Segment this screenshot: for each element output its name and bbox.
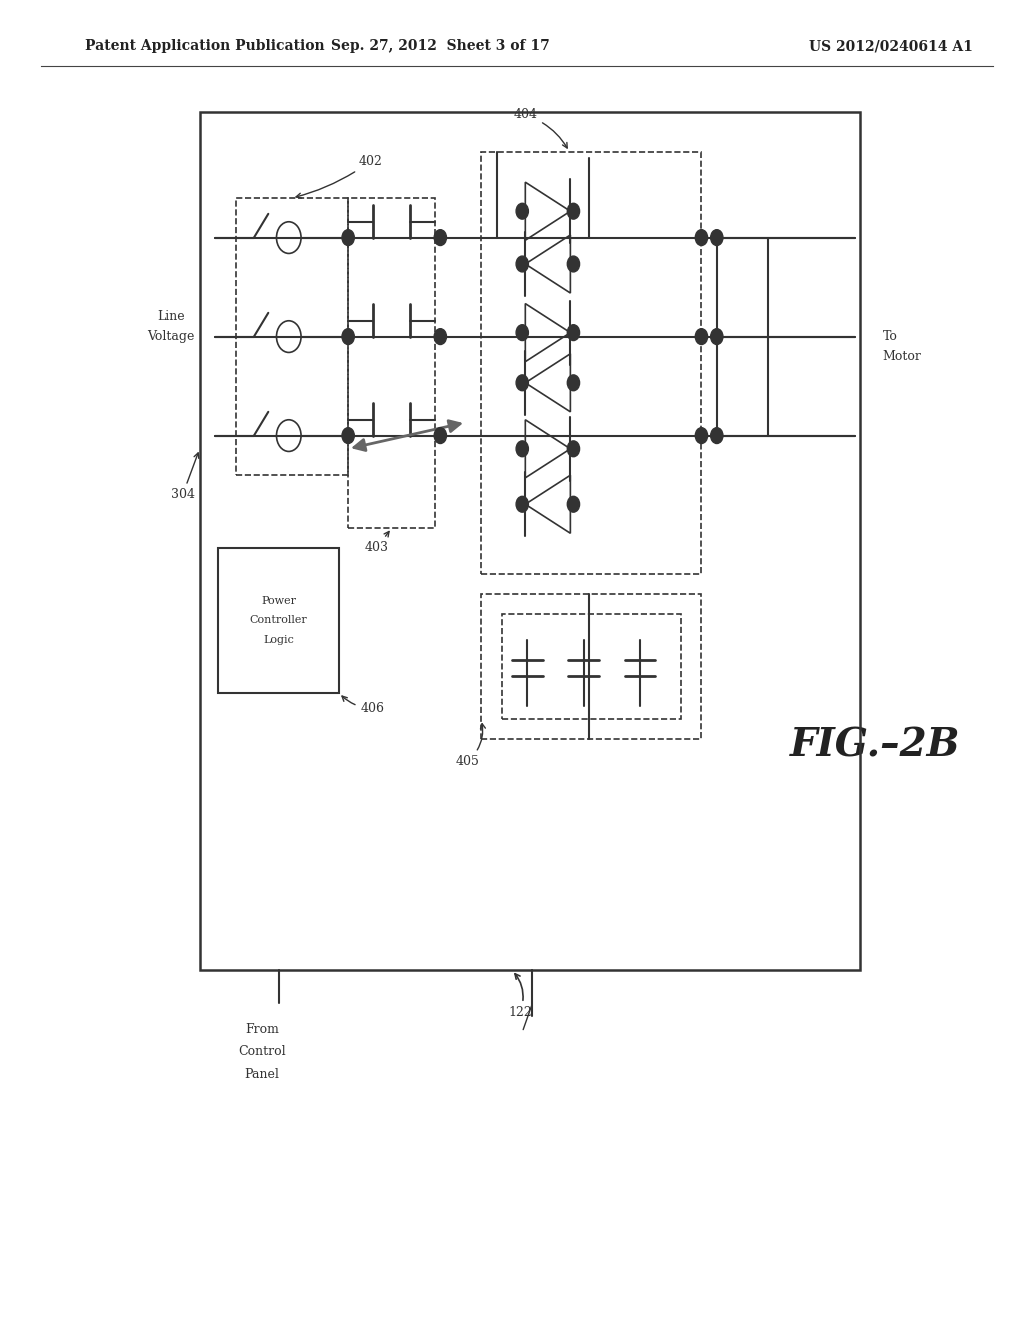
Text: Sep. 27, 2012  Sheet 3 of 17: Sep. 27, 2012 Sheet 3 of 17 bbox=[331, 40, 550, 53]
Circle shape bbox=[516, 375, 528, 391]
Text: Power: Power bbox=[261, 595, 296, 606]
Circle shape bbox=[711, 428, 723, 444]
Circle shape bbox=[434, 230, 446, 246]
Text: To: To bbox=[883, 330, 898, 343]
Text: 402: 402 bbox=[296, 154, 383, 198]
Text: Voltage: Voltage bbox=[147, 330, 195, 343]
Circle shape bbox=[342, 428, 354, 444]
Text: 406: 406 bbox=[342, 696, 384, 715]
Circle shape bbox=[695, 329, 708, 345]
Text: 122: 122 bbox=[508, 974, 532, 1019]
Circle shape bbox=[567, 496, 580, 512]
Text: FIG.–2B: FIG.–2B bbox=[791, 727, 961, 764]
Circle shape bbox=[567, 325, 580, 341]
Text: Patent Application Publication: Patent Application Publication bbox=[85, 40, 325, 53]
Circle shape bbox=[516, 256, 528, 272]
Circle shape bbox=[567, 203, 580, 219]
Circle shape bbox=[434, 428, 446, 444]
Text: 404: 404 bbox=[513, 108, 567, 148]
Circle shape bbox=[695, 428, 708, 444]
Circle shape bbox=[342, 230, 354, 246]
Circle shape bbox=[711, 230, 723, 246]
Text: Panel: Panel bbox=[245, 1068, 280, 1081]
Text: Logic: Logic bbox=[263, 635, 294, 645]
Circle shape bbox=[695, 230, 708, 246]
Text: 403: 403 bbox=[365, 532, 389, 554]
Text: US 2012/0240614 A1: US 2012/0240614 A1 bbox=[809, 40, 973, 53]
Text: From: From bbox=[245, 1023, 280, 1036]
Text: Controller: Controller bbox=[250, 615, 307, 626]
Text: Motor: Motor bbox=[883, 350, 922, 363]
Circle shape bbox=[342, 329, 354, 345]
Text: Control: Control bbox=[239, 1045, 286, 1059]
Circle shape bbox=[711, 329, 723, 345]
Circle shape bbox=[516, 441, 528, 457]
Circle shape bbox=[567, 256, 580, 272]
Text: 405: 405 bbox=[456, 723, 485, 768]
Circle shape bbox=[516, 325, 528, 341]
Text: Line: Line bbox=[158, 310, 184, 323]
Text: 304: 304 bbox=[171, 453, 199, 502]
Circle shape bbox=[567, 441, 580, 457]
Circle shape bbox=[567, 375, 580, 391]
Circle shape bbox=[516, 203, 528, 219]
Circle shape bbox=[434, 329, 446, 345]
Circle shape bbox=[516, 496, 528, 512]
